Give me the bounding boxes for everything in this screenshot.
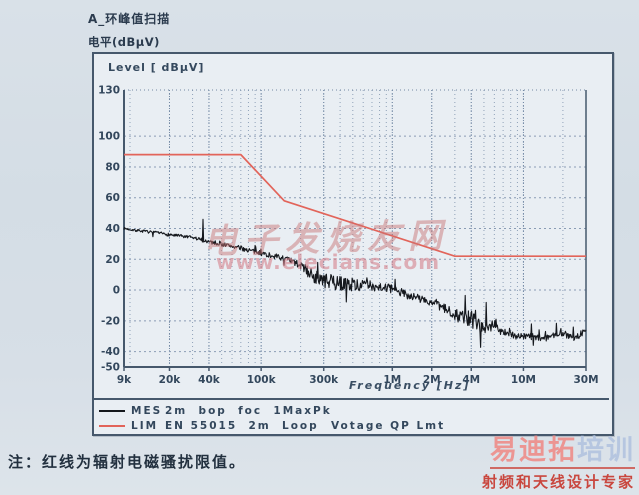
svg-text:300k: 300k	[309, 374, 339, 386]
svg-text:130: 130	[98, 85, 120, 97]
logo-title: 易迪拓培训	[490, 437, 635, 469]
y-axis-title: Level [ dBµV]	[108, 61, 205, 74]
svg-text:40k: 40k	[198, 374, 221, 386]
emc-chart-frame: Level [ dBµV] 130 100 80 60 40 20 0 -20 -40 -50 9k…	[92, 52, 614, 436]
mes-trace-swatch	[99, 409, 125, 412]
legend-mes-name: MES	[131, 404, 163, 417]
svg-text:0: 0	[113, 285, 120, 297]
legend-lim-text2: Votage QP Lmt	[331, 419, 446, 432]
svg-text:60: 60	[105, 192, 120, 204]
svg-text:2M: 2M	[423, 374, 441, 386]
legend-row-lim: LIM EN 55015 2m Loop Votage QP Lmt	[93, 418, 609, 433]
svg-text:10M: 10M	[511, 374, 536, 386]
svg-text:30M: 30M	[573, 374, 598, 386]
note-text: 注：红线为辐射电磁骚扰限值。	[8, 453, 247, 471]
svg-text:20k: 20k	[159, 374, 182, 386]
svg-text:100: 100	[98, 131, 120, 143]
level-unit-label: 电平(dBµV)	[88, 35, 160, 49]
lim-line-swatch	[99, 424, 125, 427]
legend-row-mes: MES 2m bop foc 1MaxPk	[93, 403, 609, 418]
svg-text:9k: 9k	[117, 374, 132, 386]
svg-text:80: 80	[105, 161, 120, 173]
svg-text:1M: 1M	[383, 374, 401, 386]
logo-part1: 易迪拓	[490, 435, 577, 466]
svg-text:-40: -40	[101, 346, 120, 358]
site-logo: 易迪拓培训 射频和天线设计专家	[482, 437, 635, 492]
svg-text:4M: 4M	[462, 374, 480, 386]
svg-text:20: 20	[105, 254, 120, 266]
x-axis-title: Frequency [Hz]	[349, 379, 471, 392]
svg-text:-50: -50	[101, 362, 120, 374]
svg-text:-20: -20	[101, 315, 120, 327]
legend-lim-name: LIM	[131, 419, 159, 432]
svg-text:100k: 100k	[247, 374, 277, 386]
legend-mes-text: 2m bop foc 1MaxPk	[165, 404, 332, 417]
scan-title: A_环峰值扫描	[88, 12, 171, 26]
plot-legend: MES 2m bop foc 1MaxPk LIM EN 55015 2m Lo…	[93, 398, 609, 438]
logo-part2: 培训	[577, 435, 635, 466]
logo-subtitle: 射频和天线设计专家	[481, 473, 635, 491]
watermark-url: www.elecians.com	[216, 250, 441, 274]
svg-text:40: 40	[105, 223, 120, 235]
legend-lim-text: EN 55015 2m Loop	[165, 419, 319, 432]
